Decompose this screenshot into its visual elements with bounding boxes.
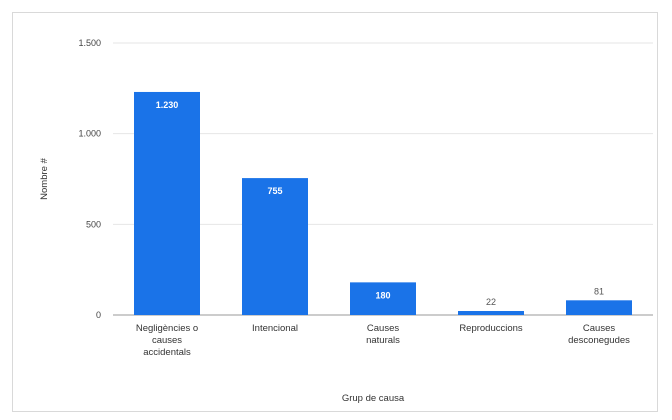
y-tick-label: 0 xyxy=(96,310,101,320)
bar xyxy=(350,282,416,315)
data-label: 755 xyxy=(267,186,282,196)
y-tick-label: 1.500 xyxy=(78,38,101,48)
x-tick-label: desconegudes xyxy=(568,335,630,346)
bar xyxy=(134,91,200,316)
data-label: 180 xyxy=(375,290,390,300)
bar xyxy=(242,178,308,315)
x-tick-label: accidentals xyxy=(143,347,191,358)
y-tick-label: 500 xyxy=(86,219,101,229)
x-tick-label: Causes xyxy=(583,323,615,334)
x-tick-label: causes xyxy=(152,335,182,346)
chart-card: 0 500 1.000 1.500 1.230 Negligències o causes a… xyxy=(12,12,658,412)
x-tick-label: Intencional xyxy=(252,323,298,334)
bar xyxy=(458,311,524,315)
data-label: 81 xyxy=(594,286,604,296)
x-tick-label: naturals xyxy=(366,335,400,346)
bar xyxy=(566,300,632,315)
x-tick-label: Negligències o xyxy=(136,323,198,334)
x-axis-title: Grup de causa xyxy=(342,393,405,404)
data-label: 1.230 xyxy=(156,100,179,110)
data-label: 22 xyxy=(486,297,496,307)
x-tick-label: Causes xyxy=(367,323,399,334)
y-axis-title: Nombre # xyxy=(39,157,50,199)
bar-chart: 0 500 1.000 1.500 1.230 Negligències ocausesa… xyxy=(39,38,653,404)
x-tick-label: Reproduccions xyxy=(459,323,523,334)
y-tick-label: 1.000 xyxy=(78,129,101,139)
